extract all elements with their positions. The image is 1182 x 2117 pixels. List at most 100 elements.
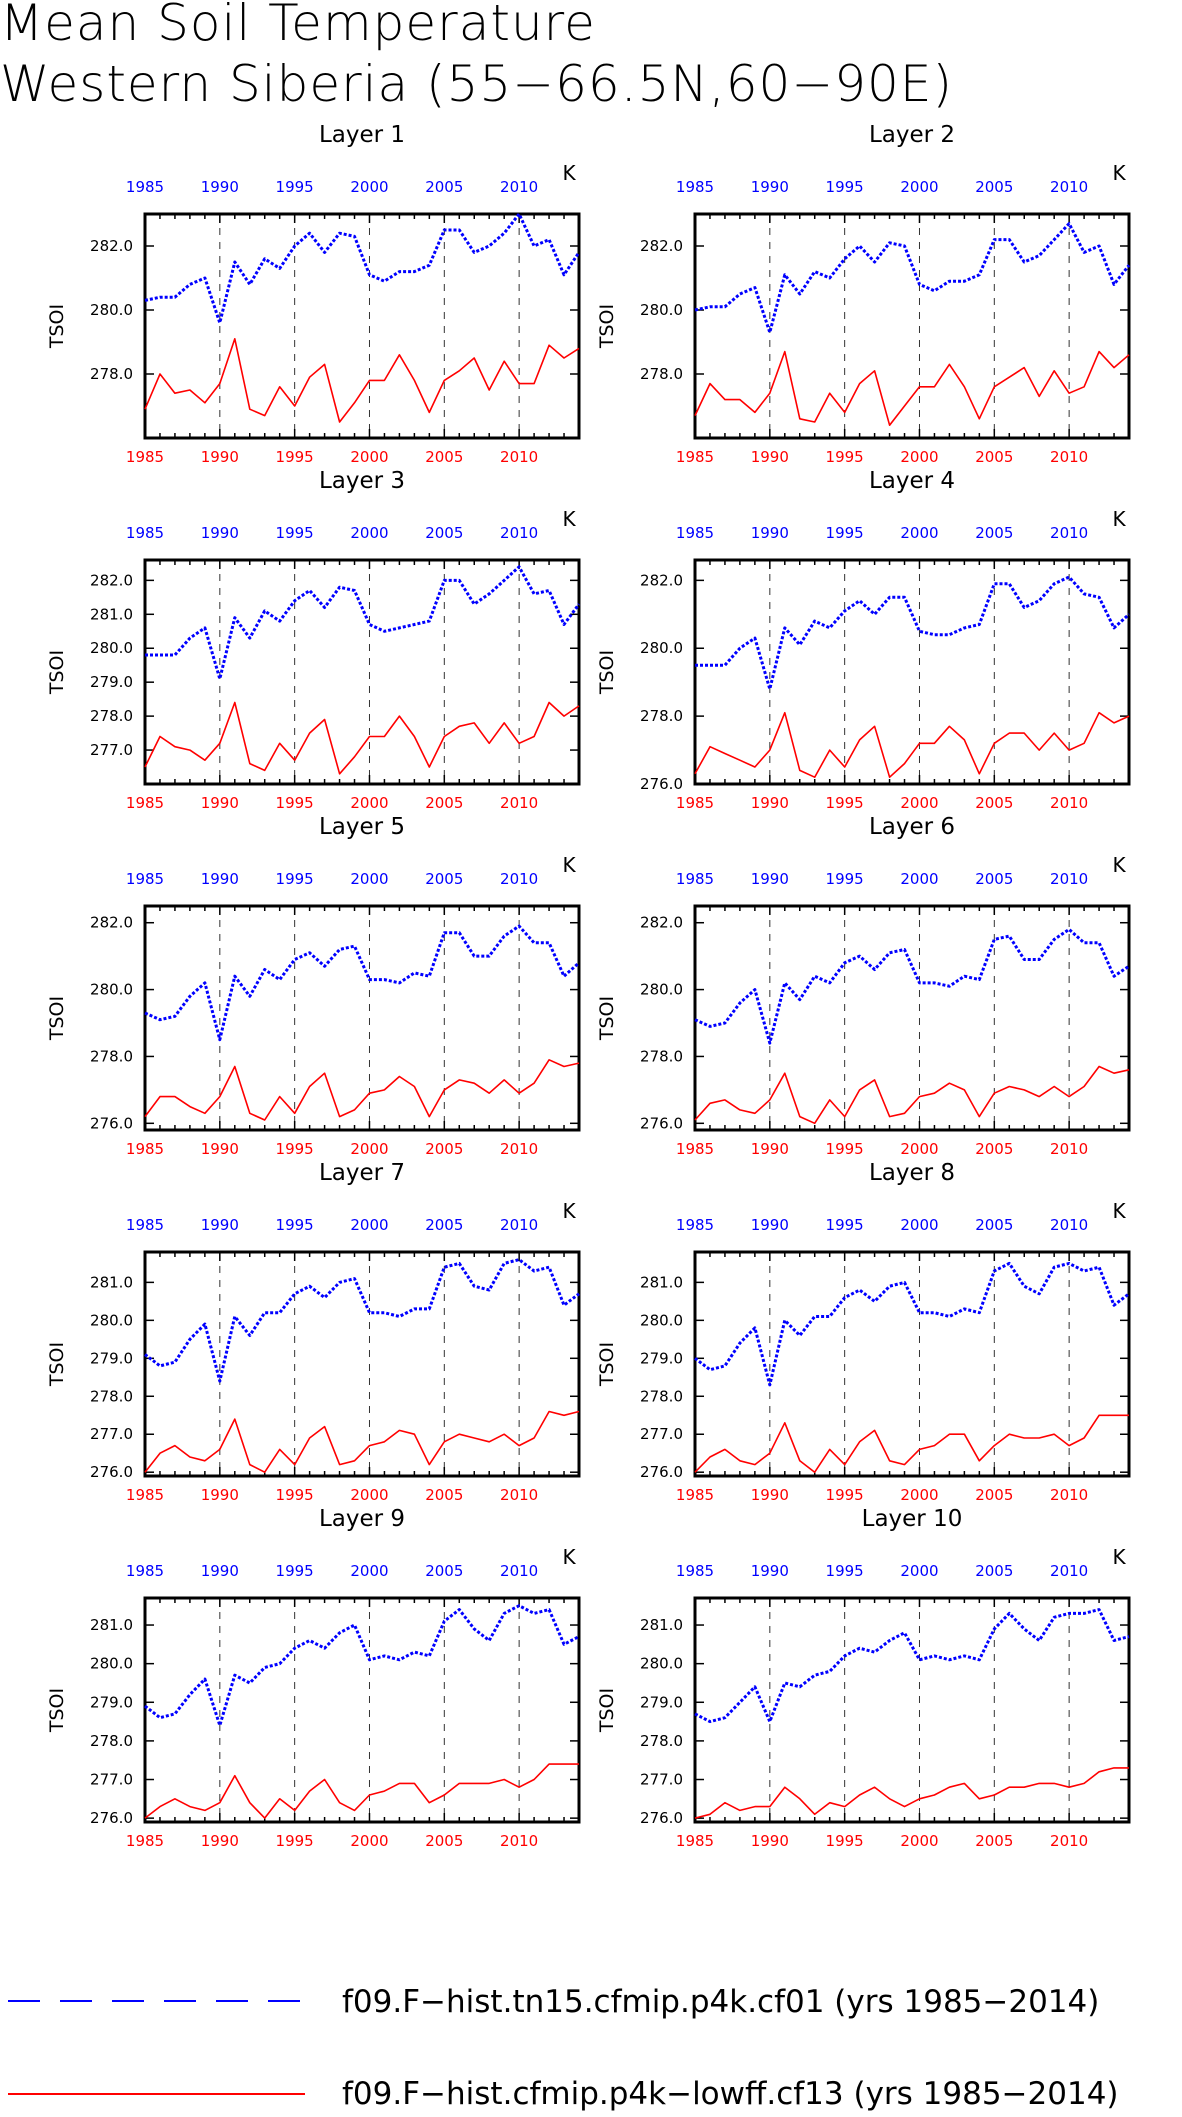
- panel-6-xtick-label-top: 2005: [975, 870, 1013, 888]
- panel-5-xtick-label-bottom: 2005: [425, 1140, 463, 1158]
- panel-10-xtick-label-top: 2010: [1050, 1562, 1088, 1580]
- panel-1-series-blue: [144, 212, 581, 325]
- panel-3-ytick-label: 279.0: [90, 673, 133, 691]
- panel-9-series-red: [144, 1763, 579, 1819]
- panel-6-frame: [693, 904, 1131, 1132]
- panel-3-series-red: [144, 701, 580, 775]
- panel-10-series-blue: [694, 1608, 1130, 1724]
- panel-6-series-red: [694, 1065, 1130, 1125]
- panel-3-xtick-label-top: 2010: [500, 524, 538, 542]
- panel-9-ytick-label: 280.0: [90, 1655, 133, 1673]
- panel-4-xtick-label-top: 2010: [1050, 524, 1088, 542]
- chart-title: Mean Soil Temperature Western Siberia (5…: [0, 0, 1182, 130]
- panel-5-ytick-label: 280.0: [90, 981, 133, 999]
- panel-3-ytick-label: 277.0: [90, 741, 133, 759]
- panel-1-xtick-label-top: 2010: [500, 178, 538, 196]
- panel-3-ytick-label: 282.0: [90, 571, 133, 589]
- panel-10-xtick-label-top: 2005: [975, 1562, 1013, 1580]
- panel-1-frame: [143, 212, 581, 440]
- panel-9-series-blue: [144, 1604, 580, 1727]
- panel-1-xtick-label-bottom: 2000: [350, 448, 388, 466]
- legend-label-2: f09.F−hist.cfmip.p4k−lowff.cf13 (yrs 198…: [342, 2076, 1119, 2112]
- panel-5-xtick-label-top: 2005: [425, 870, 463, 888]
- panel-8-xtick-label-bottom: 2000: [900, 1486, 938, 1504]
- panel-3-ylabel: TSOI: [46, 650, 68, 695]
- panel-6-ytick-label: 276.0: [640, 1114, 683, 1132]
- panel-4-xtick-label-bottom: 2010: [1050, 794, 1088, 812]
- panel-2-xtick-label-top: 1990: [751, 178, 789, 196]
- panel-1-xtick-label-bottom: 1985: [126, 448, 164, 466]
- panel-3-frame: [143, 558, 581, 786]
- panel-5-xtick-label-top: 2010: [500, 870, 538, 888]
- panel-5-xtick-label-bottom: 2000: [350, 1140, 388, 1158]
- panel-7-ytick-label: 278.0: [90, 1387, 133, 1405]
- legend-label-1: f09.F−hist.tn15.cfmip.p4k.cf01 (yrs 1985…: [342, 1984, 1099, 2020]
- panel-4-xtick-label-bottom: 2005: [975, 794, 1013, 812]
- panel-3-xtick-label-top: 2000: [350, 524, 388, 542]
- panel-7-xtick-label-bottom: 1990: [201, 1486, 239, 1504]
- panel-7-xtick-label-bottom: 1985: [126, 1486, 164, 1504]
- panel-8-ytick-label: 280.0: [640, 1311, 683, 1329]
- panel-8-xtick-label-bottom: 2010: [1050, 1486, 1088, 1504]
- panel-6-xtick-label-bottom: 2010: [1050, 1140, 1088, 1158]
- panel-8-xtick-label-top: 2010: [1050, 1216, 1088, 1234]
- panel-7-ytick-label: 276.0: [90, 1463, 133, 1481]
- panel-9-xtick-label-top: 2010: [500, 1562, 538, 1580]
- panel-2-series-red: [694, 350, 1130, 427]
- panel-9-ylabel: TSOI: [46, 1688, 68, 1733]
- panel-5-ytick-label: 276.0: [90, 1114, 133, 1132]
- panel-4-xtick-label-top: 1995: [826, 524, 864, 542]
- panel-10-xtick-label-top: 2000: [900, 1562, 938, 1580]
- panel-4-ytick-label: 278.0: [640, 707, 683, 725]
- panel-3-xtick-label-top: 1995: [276, 524, 314, 542]
- panel-4-xtick-label-top: 1990: [751, 524, 789, 542]
- panel-4-ytick-label: 276.0: [640, 775, 683, 793]
- panel-5-frame: [143, 904, 581, 1132]
- panel-3-xtick-label-top: 2005: [425, 524, 463, 542]
- panel-1-xtick-label-bottom: 1995: [276, 448, 314, 466]
- panel-6-xtick-label-bottom: 1985: [676, 1140, 714, 1158]
- panel-9-xtick-label-bottom: 2010: [500, 1832, 538, 1850]
- panel-6-ytick-label: 282.0: [640, 914, 683, 932]
- panel-10-ytick-label: 279.0: [640, 1693, 683, 1711]
- panel-3-xtick-label-bottom: 2000: [350, 794, 388, 812]
- panel-2-series-blue: [694, 222, 1131, 334]
- panel-8-ytick-label: 281.0: [640, 1273, 683, 1291]
- panel-5-xtick-label-bottom: 1995: [276, 1140, 314, 1158]
- panel-10-xtick-label-bottom: 1990: [751, 1832, 789, 1850]
- panel-2-xtick-label-bottom: 2000: [900, 448, 938, 466]
- panel-2-xtick-label-top: 1985: [676, 178, 714, 196]
- panel-8-xtick-label-bottom: 1995: [826, 1486, 864, 1504]
- panel-8-ytick-label: 276.0: [640, 1463, 683, 1481]
- panel-5-series-blue: [144, 924, 580, 1042]
- panel-2-xtick-label-top: 2000: [900, 178, 938, 196]
- panel-4-xtick-label-bottom: 1985: [676, 794, 714, 812]
- panel-10-ylabel: TSOI: [596, 1688, 618, 1733]
- panel-5-ytick-label: 282.0: [90, 914, 133, 932]
- panel-6-title: Layer 6: [869, 814, 955, 840]
- panel-2-ytick-label: 278.0: [640, 365, 683, 383]
- panel-6-xtick-label-bottom: 1995: [826, 1140, 864, 1158]
- panel-2-units: K: [1112, 161, 1126, 185]
- panel-4-xtick-label-top: 2000: [900, 524, 938, 542]
- panel-4-xtick-label-bottom: 1990: [751, 794, 789, 812]
- panel-6-xtick-label-bottom: 2000: [900, 1140, 938, 1158]
- panel-10-xtick-label-bottom: 2005: [975, 1832, 1013, 1850]
- panel-1-xtick-label-top: 2000: [350, 178, 388, 196]
- panel-3-ytick-label: 278.0: [90, 707, 133, 725]
- panel-9-frame: [143, 1596, 581, 1824]
- panel-7-xtick-label-top: 2000: [350, 1216, 388, 1234]
- panel-9-xtick-label-top: 2000: [350, 1562, 388, 1580]
- panel-6-xtick-label-top: 1990: [751, 870, 789, 888]
- panel-3-ytick-label: 281.0: [90, 605, 133, 623]
- panel-1-ytick-label: 278.0: [90, 365, 133, 383]
- panel-7-xtick-label-top: 2005: [425, 1216, 463, 1234]
- panel-7-xtick-label-bottom: 2005: [425, 1486, 463, 1504]
- panel-2-ytick-label: 280.0: [640, 301, 683, 319]
- title-line-1: Mean Soil Temperature: [0, 0, 596, 52]
- panel-3-ytick-label: 280.0: [90, 639, 133, 657]
- panel-8-units: K: [1112, 1199, 1126, 1223]
- panel-8-xtick-label-bottom: 1990: [751, 1486, 789, 1504]
- panel-7-xtick-label-top: 1985: [126, 1216, 164, 1234]
- panel-2-title: Layer 2: [869, 122, 955, 148]
